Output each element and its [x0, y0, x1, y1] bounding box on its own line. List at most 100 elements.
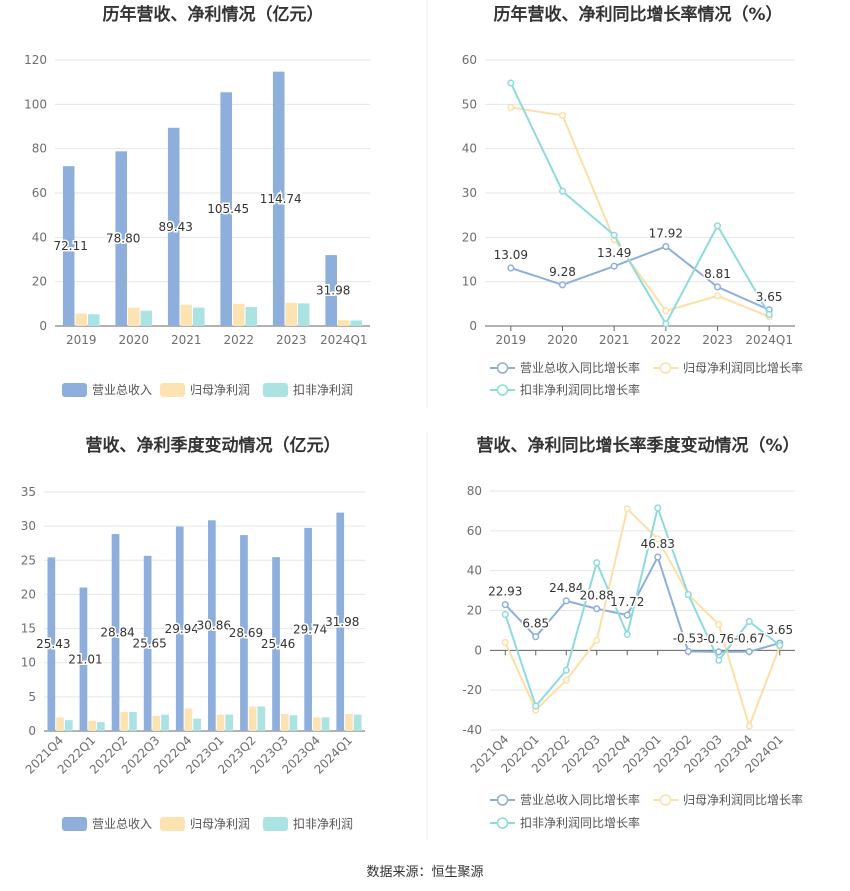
legend-swatch: [263, 817, 288, 831]
legend-marker: [659, 794, 672, 806]
legend-label: 归母净利润同比增长率: [683, 792, 803, 807]
series-point-0: [662, 243, 670, 251]
x-tick-label: 2023: [276, 333, 307, 347]
bar-revenue: [304, 527, 312, 731]
y-tick-label: 0: [28, 724, 36, 738]
legend-label: 营业总收入: [92, 817, 152, 831]
y-tick-label: 50: [462, 97, 477, 111]
revenue-data-label: 29.74: [293, 622, 327, 636]
bar-net-profit: [280, 713, 289, 731]
bar-deducted-profit: [353, 714, 362, 731]
bar-revenue: [272, 71, 285, 326]
y-tick-label: 80: [32, 142, 47, 156]
bar-deducted-profit: [64, 720, 73, 731]
bar-net-profit: [285, 302, 298, 326]
legend-swatch: [263, 383, 288, 397]
y-tick-label: 100: [24, 97, 47, 111]
legend-label: 营业总收入同比增长率: [520, 792, 640, 807]
annual-revenue-profit-chart: 0 20 40 60 80 100 120 2019 2020 2021 2022 2023 2024Q…: [24, 53, 370, 397]
bar-net-profit: [345, 713, 353, 731]
series-point-0: [507, 264, 515, 272]
x-tick-label: 2020: [118, 333, 149, 347]
x-tick-label: 2022: [651, 333, 682, 347]
y-tick-label: 60: [32, 186, 47, 200]
series-point-1: [593, 636, 601, 644]
x-tick-label: 2022: [223, 333, 254, 347]
series-point-0: [654, 553, 662, 561]
bar-net-profit: [216, 714, 225, 731]
y-tick-label: -20: [462, 683, 482, 697]
legend-marker: [496, 817, 509, 829]
bar-revenue: [272, 557, 280, 731]
series-point-0: [684, 647, 692, 655]
bar-revenue: [220, 92, 232, 326]
legend-label: 扣非净利润: [293, 383, 353, 397]
legend-swatch: [160, 817, 185, 831]
bar-revenue: [175, 526, 184, 731]
y-tick-label: 10: [21, 656, 36, 670]
legend-label: 营业总收入: [92, 383, 152, 397]
bar-net-profit: [180, 304, 193, 326]
legend-swatch: [62, 817, 87, 831]
y-tick-label: 10: [462, 275, 477, 289]
growth-data-label: 8.81: [704, 267, 731, 281]
growth-data-label: 3.65: [756, 290, 783, 304]
series-point-0: [713, 283, 722, 291]
legend-label: 归母净利润: [190, 817, 250, 831]
bar-revenue: [240, 535, 248, 731]
bar-net-profit: [120, 711, 129, 731]
growth-data-label: -0.76: [703, 632, 734, 646]
y-tick-label: -40: [462, 723, 482, 737]
growth-data-label: 13.09: [494, 248, 528, 262]
series-point-1: [654, 535, 662, 543]
revenue-data-label: 114.74: [260, 192, 302, 206]
series-point-1: [507, 103, 515, 111]
series-point-0: [610, 262, 618, 270]
series-point-0: [593, 605, 601, 613]
bar-net-profit: [184, 708, 193, 731]
source-note: 数据来源：恒生聚源: [366, 865, 483, 880]
bar-deducted-profit: [193, 307, 205, 326]
y-tick-label: 80: [467, 484, 482, 498]
y-tick-label: 40: [462, 142, 477, 156]
series-point-2: [776, 641, 784, 649]
bar-deducted-profit: [225, 714, 234, 731]
bar-revenue: [143, 555, 152, 731]
bar-revenue: [47, 557, 56, 731]
bar-net-profit: [232, 303, 245, 326]
series-point-1: [715, 620, 723, 628]
revenue-data-label: 31.98: [316, 284, 350, 298]
legend-label: 扣非净利润: [293, 817, 353, 831]
series-point-0: [715, 648, 723, 656]
series-point-2: [501, 610, 509, 619]
series-point-0: [501, 601, 509, 609]
revenue-data-label: 25.43: [36, 637, 70, 651]
series-point-1: [662, 307, 670, 315]
series-point-0: [745, 648, 753, 656]
series-point-0: [623, 611, 631, 619]
revenue-data-label: 78.80: [106, 232, 140, 246]
y-tick-label: 20: [21, 587, 36, 601]
chart2-title: 历年营收、净利同比增长率情况（%）: [493, 4, 782, 25]
bar-net-profit: [248, 706, 257, 731]
y-tick-label: 0: [39, 319, 47, 333]
revenue-data-label: 21.01: [68, 652, 102, 666]
y-tick-label: 120: [24, 53, 47, 67]
bar-revenue: [115, 151, 127, 326]
series-line-0: [504, 554, 781, 653]
y-tick-label: 35: [21, 485, 36, 499]
bar-revenue: [336, 512, 345, 731]
legend-swatch: [62, 383, 87, 397]
series-point-0: [532, 633, 540, 641]
bar-revenue: [62, 166, 75, 326]
annual-growth-rate-chart: 0 10 20 30 40 50 60 2019 2020 2021 2022 2023 2024Q1 1…: [462, 53, 803, 397]
y-tick-label: 60: [462, 53, 477, 67]
revenue-data-label: 25.46: [261, 637, 295, 651]
revenue-data-label: 28.69: [229, 626, 263, 640]
bar-revenue: [325, 255, 337, 326]
bar-net-profit: [56, 717, 64, 731]
x-tick-label: 2019: [66, 333, 97, 347]
bar-net-profit: [127, 307, 140, 326]
y-tick-label: 40: [32, 230, 47, 244]
